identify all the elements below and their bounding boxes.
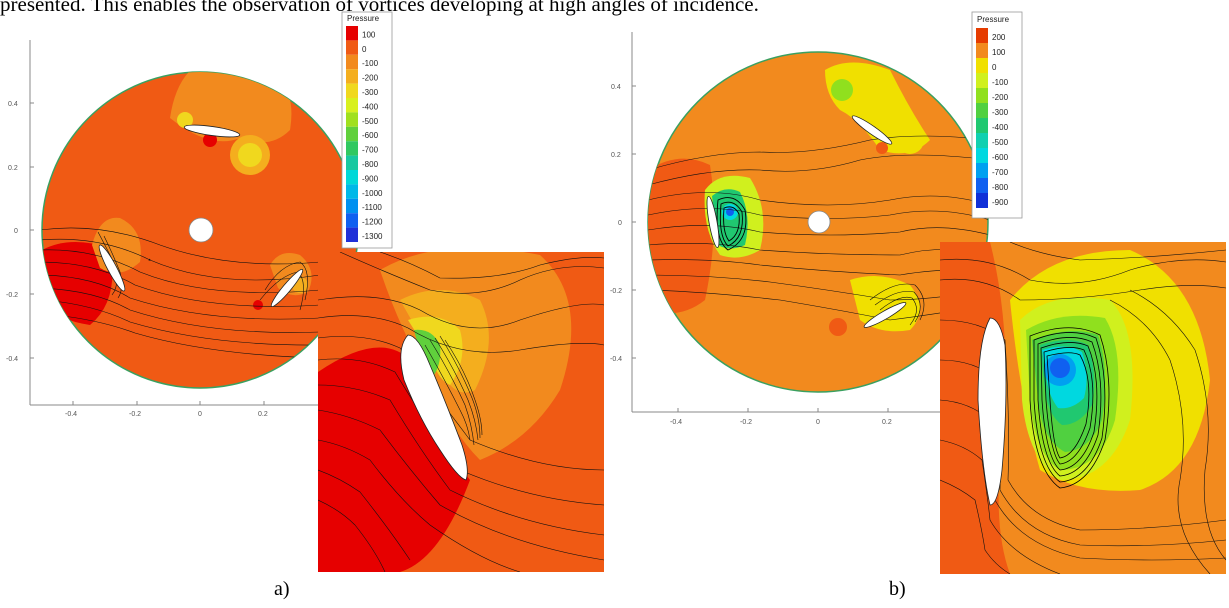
legend-level-label: -100 [362, 59, 379, 68]
legend-level-label: -300 [992, 108, 1009, 117]
legend-swatch [976, 88, 988, 103]
panel-b-caption: b) [889, 578, 906, 600]
legend-swatch [976, 163, 988, 178]
legend-swatch [346, 26, 358, 41]
legend-level-label: 100 [992, 48, 1006, 57]
y-tick-label: 0 [618, 220, 622, 227]
legend-level-label: 200 [992, 33, 1006, 42]
legend-level-label: -600 [992, 153, 1009, 162]
legend-swatch [976, 148, 988, 163]
legend-swatch [346, 213, 358, 228]
legend-swatch [976, 103, 988, 118]
legend-level-label: -100 [992, 78, 1009, 87]
legend-level-label: -500 [992, 138, 1009, 147]
legend-level-label: -400 [992, 123, 1009, 132]
legend-swatch [346, 54, 358, 70]
y-tick-label: 0.4 [611, 84, 621, 91]
legend-level-label: -200 [362, 74, 379, 83]
header-text: presented. This enables the observation … [0, 0, 759, 16]
x-tick-label: 0.2 [258, 411, 268, 418]
legend-swatch [346, 126, 358, 142]
panel-a-figure: 0.4 0.2 0 -0.2 -0.4 -0.4 -0.2 0 0.2 [6, 11, 604, 572]
legend-level-label: -1300 [362, 232, 383, 241]
legend-level-label: -1000 [362, 189, 383, 198]
legend-swatch [976, 118, 988, 133]
y-tick-label: -0.4 [6, 356, 18, 363]
legend-level-label: -800 [362, 160, 379, 169]
legend-swatch [976, 133, 988, 148]
legend-swatch [346, 198, 358, 214]
legend-level-label: -300 [362, 88, 379, 97]
panel-a-axes [29, 40, 318, 406]
y-tick-label: -0.4 [610, 356, 622, 363]
legend-swatch [346, 227, 358, 242]
legend-swatch [346, 40, 358, 55]
legend-swatch [346, 69, 358, 84]
legend-swatch [976, 58, 988, 73]
legend-swatch [346, 141, 358, 156]
legend-level-label: 0 [992, 63, 997, 72]
x-tick-label: -0.2 [129, 411, 141, 418]
panel-a-flow-domain [41, 71, 359, 389]
legend-swatch [346, 170, 358, 185]
panel-b-axes [631, 32, 940, 413]
y-tick-label: 0.4 [8, 101, 18, 108]
legend-level-label: -700 [992, 168, 1009, 177]
legend-level-label: -900 [362, 174, 379, 183]
x-tick-label: 0 [816, 419, 820, 426]
legend-level-label: 100 [362, 30, 376, 39]
legend-level-label: -1200 [362, 218, 383, 227]
x-tick-label: 0.2 [882, 419, 892, 426]
panel-b-flow-domain [647, 51, 989, 393]
legend-swatch [346, 83, 358, 98]
x-tick-label: 0 [198, 411, 202, 418]
legend-level-label: -600 [362, 131, 379, 140]
x-tick-label: -0.2 [740, 419, 752, 426]
y-tick-label: -0.2 [6, 292, 18, 299]
panel-a-legend: Pressure 100 0 -100 -200 -300 -400 -500 -600 -70… [341, 11, 393, 249]
legend-title: Pressure [977, 15, 1010, 24]
legend-swatch [976, 193, 988, 208]
panel-b-figure: 0.4 0.2 0 -0.2 -0.4 -0.4 -0.2 0 0.2 [610, 11, 1226, 574]
legend-swatch [346, 98, 358, 113]
legend-title: Pressure [347, 14, 380, 23]
legend-swatch [346, 112, 358, 127]
legend-swatch [976, 178, 988, 193]
legend-swatch [976, 73, 988, 88]
legend-level-label: 0 [362, 45, 367, 54]
legend-level-label: -900 [992, 198, 1009, 207]
legend-level-label: -500 [362, 117, 379, 126]
legend-level-label: -1100 [362, 203, 382, 212]
legend-swatch [346, 184, 358, 199]
panel-b-legend: Pressure 200 100 0 -100 -200 -300 -400 -500 -600… [971, 11, 1023, 219]
panel-b-zoom-inset [940, 242, 1226, 574]
legend-level-label: -400 [362, 102, 379, 111]
x-tick-label: -0.4 [670, 419, 682, 426]
panel-a-caption: a) [274, 578, 290, 600]
legend-level-label: -200 [992, 93, 1009, 102]
legend-swatch [976, 28, 988, 43]
y-tick-label: -0.2 [610, 288, 622, 295]
legend-swatch [976, 43, 988, 58]
y-tick-label: 0.2 [8, 165, 18, 172]
y-tick-label: 0 [14, 228, 18, 235]
legend-level-label: -800 [992, 183, 1009, 192]
legend-swatch [346, 155, 358, 170]
legend-level-label: -700 [362, 146, 379, 155]
x-tick-label: -0.4 [65, 411, 77, 418]
panel-a-zoom-inset [318, 252, 604, 572]
y-tick-label: 0.2 [611, 152, 621, 159]
